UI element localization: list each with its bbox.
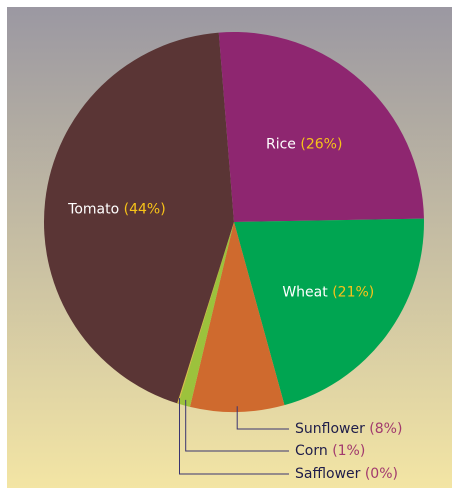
pie-slice-sunflower bbox=[189, 222, 285, 413]
pie-slice-safflower bbox=[177, 222, 234, 404]
leader-line-safflower bbox=[179, 398, 289, 475]
slice-label-sunflower: Sunflower (8%) bbox=[295, 421, 402, 437]
pie-slice-wheat bbox=[234, 218, 424, 406]
leader-line-sunflower bbox=[236, 406, 289, 430]
slice-label-tomato: Tomato (44%) bbox=[67, 201, 166, 217]
slice-label-safflower: Safflower (0%) bbox=[295, 466, 398, 482]
slice-label-wheat: Wheat (21%) bbox=[282, 285, 374, 301]
slice-label-corn: Corn (1%) bbox=[295, 443, 365, 459]
chart-area: Tomato (44%) Rice (26%) Wheat (21%) Sunflow… bbox=[7, 7, 452, 488]
pie-chart: Tomato (44%) Rice (26%) Wheat (21%) Sunflow… bbox=[7, 7, 452, 488]
pie-slice-corn bbox=[178, 222, 234, 407]
pie-slice-tomato bbox=[43, 32, 235, 404]
slice-label-rice: Rice (26%) bbox=[266, 137, 342, 153]
leader-line-corn bbox=[185, 399, 289, 452]
pie-slice-rice bbox=[218, 31, 424, 222]
